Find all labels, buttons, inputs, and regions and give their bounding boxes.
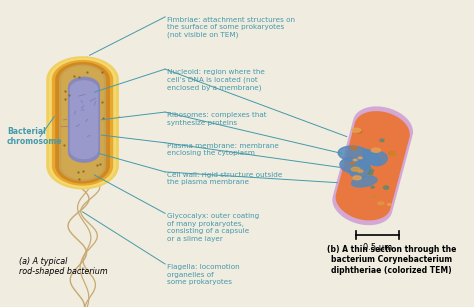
Ellipse shape xyxy=(363,150,381,165)
Ellipse shape xyxy=(338,146,370,161)
Ellipse shape xyxy=(357,170,363,173)
Text: Flagella: locomotion
organelles of
some prokaryotes: Flagella: locomotion organelles of some … xyxy=(167,264,240,285)
Ellipse shape xyxy=(350,161,371,178)
Ellipse shape xyxy=(383,186,389,189)
Polygon shape xyxy=(55,62,110,184)
Ellipse shape xyxy=(353,176,361,180)
Polygon shape xyxy=(336,111,410,220)
Text: Bacterial
chromosome: Bacterial chromosome xyxy=(7,127,63,146)
Text: 0.5 μm: 0.5 μm xyxy=(363,243,392,251)
Text: (a) A typical
rod-shaped bacterium: (a) A typical rod-shaped bacterium xyxy=(19,257,108,276)
Ellipse shape xyxy=(378,202,384,204)
Ellipse shape xyxy=(352,176,377,187)
Ellipse shape xyxy=(352,128,361,132)
Ellipse shape xyxy=(353,159,357,161)
Polygon shape xyxy=(49,58,116,188)
Polygon shape xyxy=(68,77,100,163)
Ellipse shape xyxy=(371,186,374,188)
Ellipse shape xyxy=(340,157,368,173)
Ellipse shape xyxy=(351,162,355,164)
Ellipse shape xyxy=(389,152,396,155)
Ellipse shape xyxy=(371,148,381,152)
Ellipse shape xyxy=(358,157,362,159)
Ellipse shape xyxy=(351,146,357,150)
Text: (b) A thin section through the
bacterium Corynebacterium
diphtheriae (colorized : (b) A thin section through the bacterium… xyxy=(327,245,456,275)
Text: Plasma membrane: membrane
enclosing the cytoplasm: Plasma membrane: membrane enclosing the … xyxy=(167,143,279,156)
Ellipse shape xyxy=(367,151,387,165)
Ellipse shape xyxy=(351,167,360,171)
Ellipse shape xyxy=(388,204,392,205)
Ellipse shape xyxy=(380,139,384,142)
Ellipse shape xyxy=(368,172,373,175)
Text: Glycocalyx: outer coating
of many prokaryotes,
consisting of a capsule
or a slim: Glycocalyx: outer coating of many prokar… xyxy=(167,213,260,242)
Polygon shape xyxy=(61,66,104,180)
Text: Nucleoid: region where the
cell’s DNA is located (not
enclosed by a membrane): Nucleoid: region where the cell’s DNA is… xyxy=(167,69,265,91)
Text: Ribosomes: complexes that
synthesize proteins: Ribosomes: complexes that synthesize pro… xyxy=(167,112,267,126)
Ellipse shape xyxy=(389,152,395,155)
Polygon shape xyxy=(46,56,119,189)
Polygon shape xyxy=(52,60,113,186)
Text: Cell wall: rigid structure outside
the plasma membrane: Cell wall: rigid structure outside the p… xyxy=(167,172,283,185)
Text: Fimbriae: attachment structures on
the surface of some prokaryotes
(not visible : Fimbriae: attachment structures on the s… xyxy=(167,17,295,38)
Polygon shape xyxy=(59,64,106,181)
Ellipse shape xyxy=(373,196,376,197)
Polygon shape xyxy=(70,80,98,159)
Polygon shape xyxy=(332,106,413,225)
Ellipse shape xyxy=(356,130,362,133)
Ellipse shape xyxy=(369,169,374,172)
